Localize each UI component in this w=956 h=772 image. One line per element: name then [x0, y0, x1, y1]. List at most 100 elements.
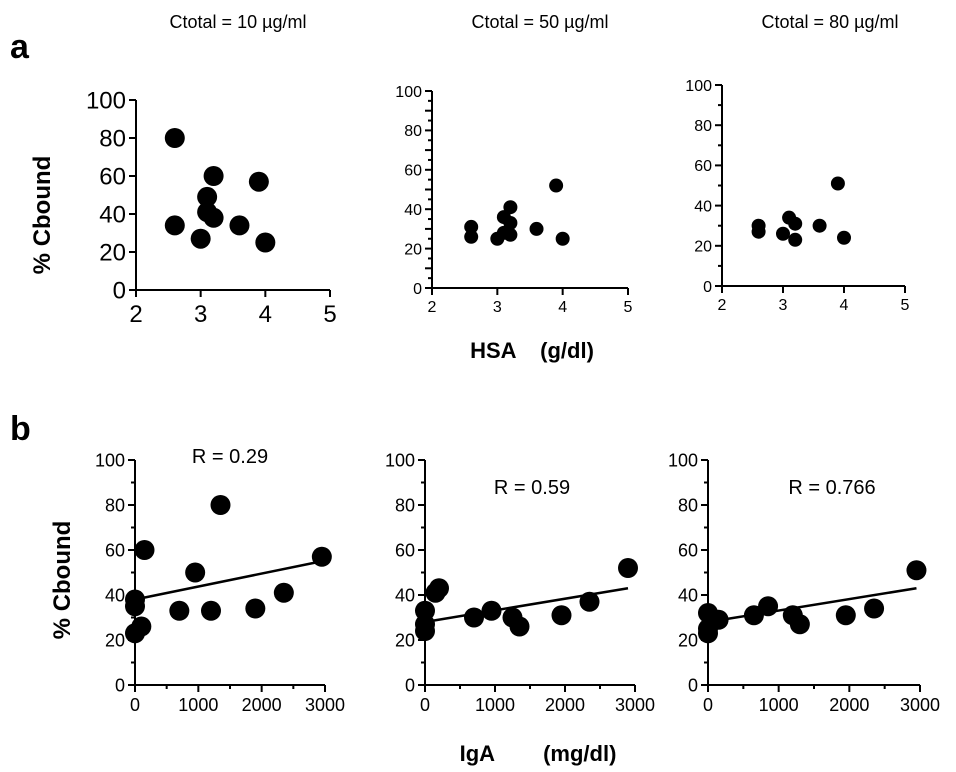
- panel-a-letter: a: [10, 28, 30, 66]
- panel-b-letter: b: [10, 410, 31, 448]
- y-tick-label: 80: [694, 118, 712, 135]
- y-tick-label: 0: [413, 281, 422, 298]
- data-point: [708, 609, 729, 630]
- data-point: [503, 215, 518, 230]
- data-point: [464, 219, 479, 234]
- data-point: [169, 600, 190, 621]
- data-point: [509, 616, 530, 637]
- data-point: [464, 229, 479, 244]
- x-tick-label: 4: [558, 299, 567, 316]
- y-tick-label: 0: [115, 675, 125, 695]
- data-point: [481, 600, 502, 621]
- x-tick-label: 2000: [545, 695, 585, 715]
- regression-line: [707, 587, 917, 624]
- y-tick-label: 20: [395, 630, 415, 650]
- data-point: [248, 171, 269, 192]
- y-tick-label: 80: [678, 495, 698, 515]
- data-point: [255, 232, 276, 253]
- data-point: [864, 598, 885, 619]
- x-tick-label: 1000: [475, 695, 515, 715]
- r-value-label: R = 0.766: [788, 477, 875, 499]
- x-tick-label: 3000: [305, 695, 345, 715]
- y-tick-label: 100: [95, 450, 125, 470]
- data-point: [464, 607, 484, 628]
- x-tick-label: 2: [718, 297, 727, 314]
- y-tick-label: 80: [99, 126, 126, 153]
- data-point: [164, 128, 185, 148]
- y-tick-label: 80: [395, 495, 415, 515]
- x-tick-label: 5: [624, 299, 633, 316]
- data-point: [837, 230, 851, 245]
- data-point: [203, 207, 224, 228]
- x-axis-label-iga: IgA (mg/dl): [460, 741, 617, 766]
- data-point: [555, 231, 570, 246]
- data-point: [311, 546, 332, 567]
- panel-title-10: Ctotal = 10 µg/ml: [170, 12, 307, 32]
- y-tick-label: 60: [105, 540, 125, 560]
- y-axis-label-b: % Cbound: [49, 521, 76, 640]
- x-tick-label: 1000: [178, 695, 218, 715]
- y-tick-label: 0: [703, 279, 712, 296]
- data-point: [549, 178, 564, 193]
- data-point: [273, 582, 294, 603]
- x-tick-label: 4: [840, 297, 849, 314]
- y-tick-label: 0: [688, 675, 698, 695]
- x-tick-label: 4: [259, 301, 272, 328]
- data-point: [125, 596, 145, 617]
- y-tick-label: 60: [99, 164, 126, 191]
- x-tick-label: 3: [779, 297, 788, 314]
- data-point: [776, 226, 790, 241]
- y-tick-label: 0: [405, 675, 415, 695]
- data-point: [812, 218, 827, 233]
- y-tick-label: 40: [694, 198, 712, 215]
- data-point: [551, 605, 572, 626]
- data-point: [131, 616, 152, 637]
- data-point: [698, 623, 718, 644]
- x-tick-label: 0: [130, 695, 140, 715]
- r-value-label: R = 0.59: [494, 477, 570, 499]
- x-tick-label: 3: [493, 299, 502, 316]
- chart-panel-2: 0 20 40 60 80 100 2 3 4 5: [395, 84, 632, 316]
- y-tick-label: 80: [105, 495, 125, 515]
- panel-title-80: Ctotal = 80 µg/ml: [762, 12, 899, 32]
- data-point: [579, 591, 600, 612]
- data-point: [197, 186, 218, 207]
- y-tick-label: 100: [685, 78, 712, 95]
- y-tick-label: 60: [395, 540, 415, 560]
- y-tick-label: 60: [404, 163, 422, 180]
- y-tick-label: 60: [694, 158, 712, 175]
- y-tick-label: 80: [404, 123, 422, 140]
- data-point: [788, 216, 803, 231]
- x-tick-label: 0: [703, 695, 713, 715]
- x-tick-label: 3000: [900, 695, 940, 715]
- x-tick-label: 5: [901, 297, 910, 314]
- data-point: [789, 614, 810, 635]
- data-point: [788, 232, 803, 247]
- y-tick-label: 40: [395, 585, 415, 605]
- y-tick-label: 60: [678, 540, 698, 560]
- chart-panel-3: 0 20 40 60 80 100 2 3 4 5: [685, 78, 909, 314]
- r-value-label: R = 0.29: [192, 446, 268, 468]
- chart-panel-1: 0 20 40 60 80 100 2 3 4 5: [86, 88, 337, 328]
- y-tick-label: 20: [99, 240, 126, 267]
- y-tick-label: 100: [395, 84, 422, 101]
- data-point: [503, 227, 518, 242]
- x-tick-label: 3000: [615, 695, 655, 715]
- data-point: [203, 166, 224, 186]
- x-axis-label-hsa: HSA (g/dl): [470, 338, 594, 363]
- y-tick-label: 40: [99, 202, 126, 229]
- data-point: [429, 578, 449, 599]
- x-tick-label: 2: [428, 299, 437, 316]
- x-tick-label: 2000: [242, 695, 282, 715]
- data-point: [185, 562, 206, 583]
- x-tick-label: 3: [194, 301, 207, 328]
- data-point: [190, 228, 211, 249]
- data-point: [529, 221, 544, 236]
- data-point: [164, 215, 185, 236]
- y-tick-label: 100: [86, 88, 126, 115]
